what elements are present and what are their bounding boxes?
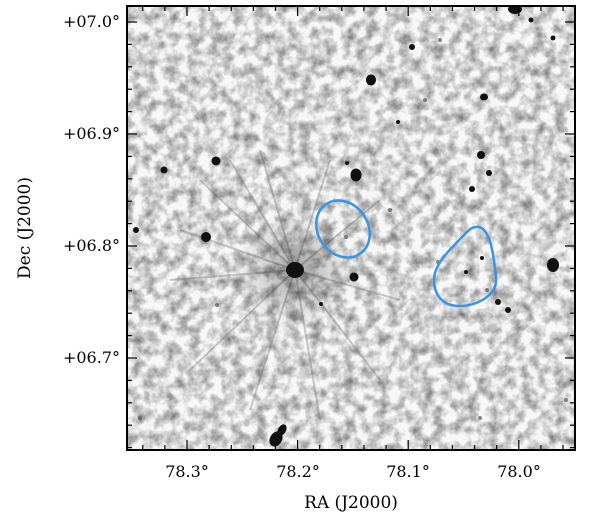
contour-left	[315, 199, 371, 259]
y-axis-label: Dec (J2000)	[15, 177, 35, 279]
y-tick-label: +07.0°	[63, 12, 120, 31]
x-axis-label: RA (J2000)	[304, 493, 398, 513]
y-tick-label: +06.7°	[63, 348, 120, 367]
contours	[315, 199, 498, 308]
x-tick-labels: 78.3° 78.2° 78.1° 78.0°	[165, 462, 541, 481]
x-tick-label: 78.0°	[497, 462, 541, 481]
axis-ticks	[127, 6, 575, 450]
x-tick-label: 78.3°	[165, 462, 209, 481]
x-tick-label: 78.1°	[386, 462, 430, 481]
sky-image	[127, 6, 575, 450]
y-tick-label: +06.8°	[63, 236, 120, 255]
plot-frame	[126, 5, 576, 451]
point-sources	[133, 6, 559, 447]
y-tick-label: +06.9°	[63, 124, 120, 143]
x-tick-label: 78.2°	[276, 462, 320, 481]
y-tick-labels: +07.0° +06.9° +06.8° +06.7°	[63, 12, 120, 367]
contour-right	[432, 225, 498, 308]
